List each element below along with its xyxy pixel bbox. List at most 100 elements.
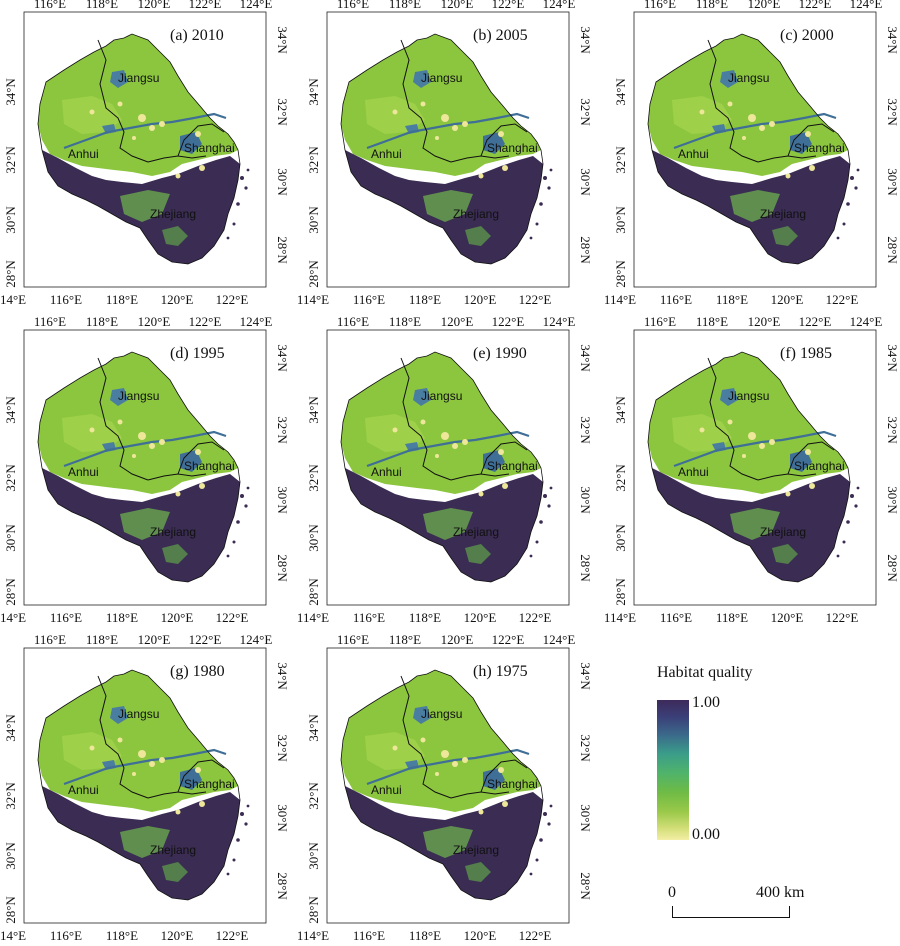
top-tick-labels: 116°E 118°E 120°E 122°E 124°E	[34, 314, 272, 329]
lake-hongze	[110, 388, 128, 406]
left-tick-labels: 34°N 32°N 30°N 28°N	[3, 396, 18, 606]
map-panel-6: 116°E 118°E 120°E 122°E 124°E 114°E 116°…	[0, 632, 292, 946]
top-tick-labels: 116°E 118°E 120°E 122°E 124°E	[337, 632, 575, 647]
province-label-jiangsu: Jiangsu	[728, 389, 769, 403]
bottom-tick-labels: 114°E 116°E 118°E 120°E 122°E	[0, 928, 248, 943]
top-tick-0: 116°E	[34, 632, 66, 647]
region-south-green-patch	[120, 826, 170, 858]
left-tick-labels: 34°N 32°N 30°N 28°N	[306, 396, 321, 606]
region-south-green-patch-2	[465, 226, 491, 246]
bottom-tick-0: 114°E	[297, 610, 329, 625]
bottom-tick-3: 120°E	[464, 610, 497, 625]
panel-title: (b) 2005	[473, 27, 528, 44]
right-tick-1: 32°N	[578, 734, 593, 762]
province-boundaries	[37, 669, 241, 901]
right-tick-0: 34°N	[578, 344, 593, 372]
left-tick-2: 30°N	[3, 842, 18, 870]
left-tick-1: 32°N	[3, 464, 18, 492]
province-label-shanghai: Shanghai	[794, 459, 845, 473]
lake-taihu	[483, 450, 505, 472]
province-label-zhejiang: Zhejiang	[453, 843, 499, 857]
lake-hongze	[110, 706, 128, 724]
province-label-shanghai: Shanghai	[794, 141, 845, 155]
top-tick-labels: 116°E 118°E 120°E 122°E 124°E	[644, 314, 882, 329]
bottom-tick-1: 116°E	[353, 610, 385, 625]
top-tick-4: 124°E	[850, 314, 883, 329]
top-tick-3: 122°E	[799, 314, 832, 329]
left-tick-2: 30°N	[3, 524, 18, 552]
left-tick-labels: 34°N 32°N 30°N 28°N	[3, 78, 18, 288]
top-tick-1: 118°E	[86, 314, 118, 329]
top-tick-0: 116°E	[644, 0, 676, 11]
province-label-zhejiang: Zhejiang	[760, 525, 806, 539]
right-tick-0: 34°N	[275, 26, 290, 54]
bottom-tick-labels: 114°E 116°E 118°E 120°E 122°E	[297, 610, 551, 625]
urban-spots	[392, 101, 508, 179]
right-tick-1: 32°N	[578, 98, 593, 126]
left-tick-2: 30°N	[613, 524, 628, 552]
left-tick-labels: 34°N 32°N 30°N 28°N	[613, 78, 628, 288]
top-tick-0: 116°E	[644, 314, 676, 329]
province-label-jiangsu: Jiangsu	[728, 71, 769, 85]
islands	[836, 486, 860, 558]
left-tick-1: 32°N	[306, 782, 321, 810]
legend-colorbar	[657, 700, 689, 840]
region-light-patch	[365, 732, 425, 770]
left-tick-2: 30°N	[613, 206, 628, 234]
bottom-tick-4: 122°E	[216, 610, 249, 625]
province-label-shanghai: Shanghai	[487, 777, 538, 791]
right-tick-1: 32°N	[885, 98, 900, 126]
right-tick-3: 28°N	[578, 872, 593, 900]
map-frame	[23, 11, 267, 288]
region-light-patch	[62, 96, 122, 134]
left-tick-labels: 34°N 32°N 30°N 28°N	[3, 714, 18, 924]
left-tick-1: 32°N	[306, 464, 321, 492]
bottom-tick-2: 118°E	[409, 928, 441, 943]
province-label-jiangsu: Jiangsu	[118, 71, 159, 85]
urban-spots	[89, 101, 205, 179]
region-south-green-patch	[120, 508, 170, 540]
right-tick-3: 28°N	[885, 554, 900, 582]
bottom-tick-4: 122°E	[826, 292, 859, 307]
urban-spots	[89, 737, 205, 815]
region-south-green-patch	[120, 190, 170, 222]
right-tick-1: 32°N	[275, 416, 290, 444]
province-label-shanghai: Shanghai	[184, 141, 235, 155]
top-tick-labels: 116°E 118°E 120°E 122°E 124°E	[644, 0, 882, 11]
map-svg: 116°E 118°E 120°E 122°E 124°E 114°E 116°…	[297, 314, 593, 625]
left-tick-labels: 34°N 32°N 30°N 28°N	[306, 78, 321, 288]
region-south-green-patch-2	[772, 226, 798, 246]
right-tick-1: 32°N	[275, 98, 290, 126]
region-light-patch	[365, 96, 425, 134]
top-tick-3: 122°E	[799, 0, 832, 11]
islands	[226, 804, 250, 876]
right-tick-labels: 34°N 32°N 30°N 28°N	[275, 26, 290, 264]
right-tick-2: 30°N	[885, 486, 900, 514]
region-light-patch	[672, 414, 732, 452]
region-light-patch	[62, 732, 122, 770]
bottom-tick-2: 118°E	[716, 292, 748, 307]
lake-hongze	[720, 70, 738, 88]
province-boundaries	[37, 33, 241, 265]
province-label-anhui: Anhui	[678, 465, 709, 479]
right-tick-2: 30°N	[275, 486, 290, 514]
map-panel-0: 116°E 118°E 120°E 122°E 124°E 114°E 116°…	[0, 0, 292, 310]
province-boundaries	[340, 351, 544, 583]
bottom-tick-0: 114°E	[0, 610, 26, 625]
lake-hongze	[110, 70, 128, 88]
left-tick-3: 28°N	[3, 578, 18, 606]
province-label-shanghai: Shanghai	[487, 141, 538, 155]
lake-taihu	[180, 132, 202, 154]
lake-taihu	[790, 450, 812, 472]
province-label-jiangsu: Jiangsu	[421, 389, 462, 403]
region-light-patch	[672, 96, 732, 134]
bottom-tick-1: 116°E	[50, 610, 82, 625]
province-label-shanghai: Shanghai	[487, 459, 538, 473]
province-label-shanghai: Shanghai	[184, 459, 235, 473]
right-tick-3: 28°N	[578, 554, 593, 582]
left-tick-0: 34°N	[306, 78, 321, 106]
urban-spots	[392, 419, 508, 497]
bottom-tick-0: 114°E	[297, 292, 329, 307]
map-panel-2: 116°E 118°E 120°E 122°E 124°E 114°E 116°…	[604, 0, 900, 310]
legend-min-label: 0.00	[692, 826, 720, 843]
